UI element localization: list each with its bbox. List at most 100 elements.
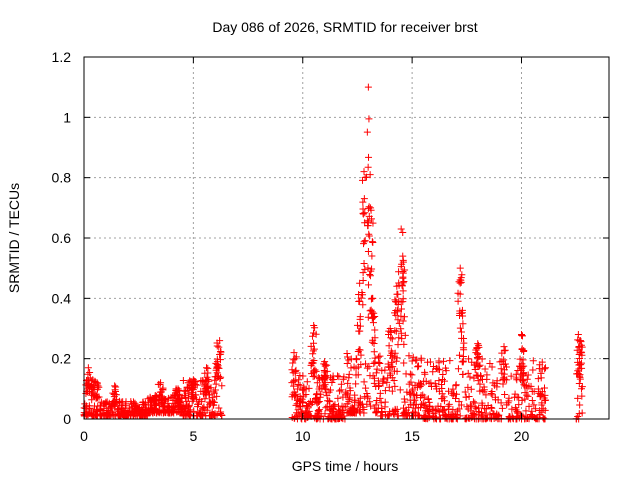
data-point (460, 334, 468, 342)
data-point (208, 412, 216, 420)
data-point (481, 365, 489, 373)
data-point (440, 397, 448, 405)
data-point (367, 267, 375, 275)
data-point (310, 339, 318, 347)
data-point (420, 393, 428, 401)
data-point (183, 409, 191, 417)
data-point (369, 219, 377, 227)
data-point (398, 282, 406, 290)
data-point (292, 401, 300, 409)
data-point (170, 409, 178, 417)
data-point (321, 373, 329, 381)
data-point (461, 388, 469, 396)
data-point (472, 361, 480, 369)
data-point (367, 215, 375, 223)
data-point (454, 297, 462, 305)
data-point (540, 384, 548, 392)
data-point (522, 381, 530, 389)
data-point (294, 381, 302, 389)
data-point (353, 321, 361, 329)
data-point (529, 357, 537, 365)
data-point (450, 390, 458, 398)
data-point (575, 343, 583, 351)
data-point (536, 392, 544, 400)
data-point (122, 400, 130, 408)
data-point (514, 366, 522, 374)
data-point (408, 371, 416, 379)
data-point (186, 406, 194, 414)
data-point (194, 400, 202, 408)
data-point (168, 403, 176, 411)
data-point (458, 358, 466, 366)
data-point (360, 378, 368, 386)
data-point (364, 163, 372, 171)
data-point (300, 385, 308, 393)
data-point (388, 335, 396, 343)
data-point (503, 401, 511, 409)
data-point (469, 410, 477, 418)
data-point (104, 412, 112, 420)
data-point (213, 342, 221, 350)
data-point (453, 411, 461, 419)
data-point (380, 375, 388, 383)
data-point (369, 336, 377, 344)
data-point (400, 359, 408, 367)
data-point (430, 362, 438, 370)
data-point (372, 369, 380, 377)
data-point (414, 404, 422, 412)
data-point (363, 390, 371, 398)
data-point (288, 366, 296, 374)
data-point (357, 351, 365, 359)
data-point (366, 398, 374, 406)
data-point (347, 355, 355, 363)
data-point (395, 334, 403, 342)
data-point (573, 346, 581, 354)
data-point (521, 395, 529, 403)
data-point (527, 382, 535, 390)
data-point (303, 378, 311, 386)
data-point (424, 395, 432, 403)
data-point (367, 295, 375, 303)
data-point (340, 412, 348, 420)
data-point (375, 353, 383, 361)
data-point (328, 408, 336, 416)
data-point (321, 358, 329, 366)
data-point (512, 406, 520, 414)
data-point (368, 252, 376, 260)
data-point (479, 375, 487, 383)
data-point (370, 348, 378, 356)
data-point (366, 271, 374, 279)
data-point (520, 346, 528, 354)
x-tick-label: 15 (404, 428, 420, 444)
data-point (315, 397, 323, 405)
data-point (185, 401, 193, 409)
data-point (388, 374, 396, 382)
data-point (525, 402, 533, 410)
data-point (541, 365, 549, 373)
data-point (182, 393, 190, 401)
data-point (397, 305, 405, 313)
data-point (391, 382, 399, 390)
data-point (431, 380, 439, 388)
data-point (352, 380, 360, 388)
data-point (110, 393, 118, 401)
data-point (173, 408, 181, 416)
data-point (368, 294, 376, 302)
data-point (136, 404, 144, 412)
data-point (499, 380, 507, 388)
data-point (469, 398, 477, 406)
data-point (462, 393, 470, 401)
data-point (360, 240, 368, 248)
data-point (537, 391, 545, 399)
data-point (101, 400, 109, 408)
data-point (385, 383, 393, 391)
data-point (530, 401, 538, 409)
data-point (334, 372, 342, 380)
data-point (324, 397, 332, 405)
data-point (533, 414, 541, 422)
data-point (310, 345, 318, 353)
data-point (541, 406, 549, 414)
data-point (486, 359, 494, 367)
data-point (145, 409, 153, 417)
data-point (445, 405, 453, 413)
